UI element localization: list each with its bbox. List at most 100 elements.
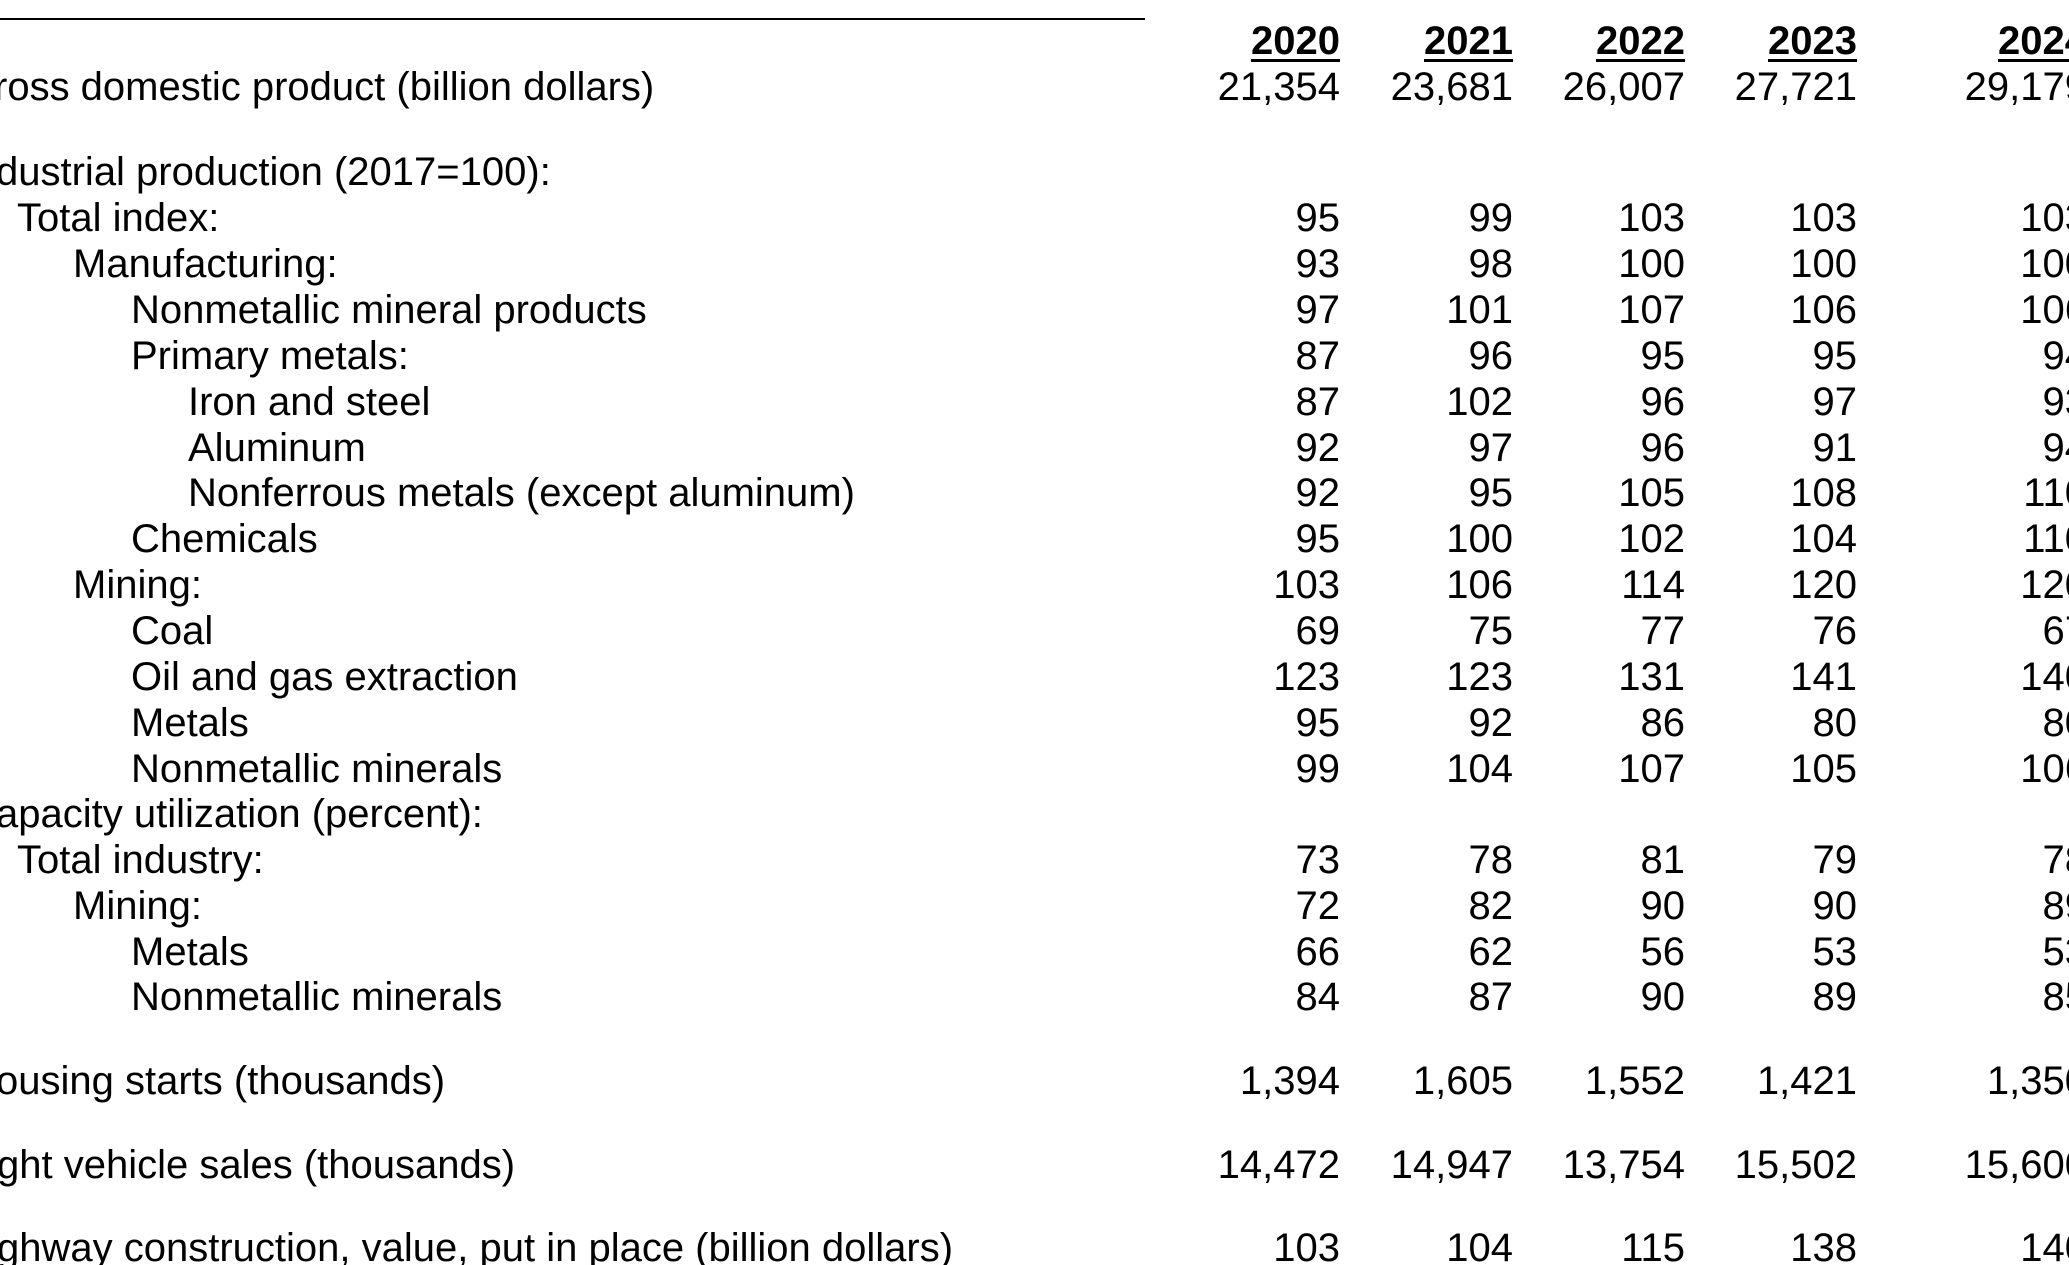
row-label: Mining: [73,563,202,607]
cell-value: 100 [1618,242,1685,286]
cell-value: 104 [1446,747,1513,791]
table-row: Metals 95 92 86 80 80 [0,700,2069,746]
cell-value: 92 [1468,701,1514,745]
cell-value: 90 [1640,975,1686,1019]
cell-value: 94 [2042,334,2069,378]
table-row: Mining: 103 106 114 120 120 [0,562,2069,608]
table-row: Total index: 95 99 103 103 103 [0,195,2069,241]
cell-value: 141 [1790,655,1857,699]
table-row: Iron and steel 87 102 96 97 93 [0,379,2069,425]
cell-value: 84 [1295,975,1341,1019]
cell-value: 103 [2020,196,2069,240]
cell-value: 95 [1295,701,1341,745]
row-label: Metals [131,701,249,745]
cell-value: 13,754 [1562,1143,1685,1187]
table-row: Metals 66 62 56 53 53 [0,929,2069,975]
cell-value: 87 [1295,380,1341,424]
cell-value: 120 [2020,563,2069,607]
cell-value: 99 [1295,747,1341,791]
row-label: Oil and gas extraction [131,655,518,699]
cell-value: 82 [1468,884,1514,928]
cell-value: 15,502 [1734,1143,1857,1187]
cell-value: 100 [1446,517,1513,561]
cell-value: 72 [1295,884,1341,928]
cell-value: 103 [1618,196,1685,240]
cell-value: 140 [2020,1226,2069,1265]
cell-value: 75 [1468,609,1514,653]
cell-value: 106 [2020,288,2069,332]
cell-value: 29,179 [1964,65,2069,109]
cell-value: 80 [2042,701,2069,745]
cell-value: 66 [1295,930,1341,974]
cell-value: 107 [1618,288,1685,332]
row-label: Coal [131,609,214,653]
cell-value: 56 [1640,930,1686,974]
cell-value: 53 [2042,930,2069,974]
cell-value: 96 [1640,426,1686,470]
row-label: dustrial production (2017=100): [0,150,551,194]
cell-value: 95 [1295,196,1341,240]
cell-value: 21,354 [1217,65,1340,109]
cell-value: 97 [1295,288,1341,332]
row-label: ght vehicle sales (thousands) [0,1143,516,1187]
cell-value: 67 [2042,609,2069,653]
cell-value: 110 [2023,471,2069,515]
cell-value: 89 [1812,975,1858,1019]
cell-value: 1,350 [1986,1059,2069,1103]
cell-value: 114 [1621,563,1685,607]
cell-value: 53 [1812,930,1858,974]
table-row: ousing starts (thousands) 1,394 1,605 1,… [0,1058,2069,1104]
table-row: Coal 69 75 77 76 67 [0,608,2069,654]
table-row: Mining: 72 82 90 90 89 [0,883,2069,929]
table-row: Nonmetallic mineral products 97 101 107 … [0,287,2069,333]
cell-value: 14,472 [1217,1143,1340,1187]
cell-value: 78 [1468,838,1514,882]
cell-value: 120 [1790,563,1857,607]
row-label: Aluminum [188,426,366,470]
cell-value: 115 [1621,1226,1685,1265]
cell-value: 69 [1295,609,1341,653]
row-label: Total industry: [17,838,264,882]
table-row: ross domestic product (billion dollars) … [0,64,2069,110]
cell-value: 105 [1618,471,1685,515]
table-row: ghway construction, value, put in place … [0,1225,2069,1265]
cell-value: 78 [2042,838,2069,882]
row-label: Nonmetallic mineral products [131,288,647,332]
cell-value: 87 [1468,975,1514,1019]
cell-value: 95 [1812,334,1858,378]
cell-value: 95 [1468,471,1514,515]
cell-value: 123 [1446,655,1513,699]
row-label: Manufacturing: [73,242,338,286]
cell-value: 1,605 [1412,1059,1513,1103]
cell-value: 87 [1295,334,1341,378]
cell-value: 94 [2042,426,2069,470]
table-row: ght vehicle sales (thousands) 14,472 14,… [0,1142,2069,1188]
cell-value: 96 [1640,380,1686,424]
row-label: Chemicals [131,517,318,561]
cell-value: 1,394 [1239,1059,1340,1103]
row-label: ousing starts (thousands) [0,1059,446,1103]
cell-value: 95 [1640,334,1686,378]
cell-value: 107 [1618,747,1685,791]
cell-value: 90 [1812,884,1858,928]
table-row: Oil and gas extraction 123 123 131 141 1… [0,654,2069,700]
row-label: Primary metals: [131,334,409,378]
cell-value: 86 [1640,701,1686,745]
year-header: 2022 [1596,19,1685,63]
cell-value: 1,552 [1584,1059,1685,1103]
row-label: ghway construction, value, put in place … [0,1226,954,1265]
header-row: 2020 2021 2022 2023 2024 [0,18,2069,64]
cell-value: 102 [1618,517,1685,561]
cell-value: 97 [1812,380,1858,424]
cell-value: 89 [2042,884,2069,928]
cell-value: 123 [1273,655,1340,699]
cell-value: 91 [1812,426,1858,470]
table-row: Manufacturing: 93 98 100 100 100 [0,241,2069,287]
table-row: Total industry: 73 78 81 79 78 [0,837,2069,883]
cell-value: 140 [2020,655,2069,699]
year-header: 2024 [1998,19,2069,63]
section-header-row: dustrial production (2017=100): [0,149,2069,195]
cell-value: 76 [1812,609,1858,653]
year-header: 2021 [1424,19,1513,63]
cell-value: 103 [1790,196,1857,240]
